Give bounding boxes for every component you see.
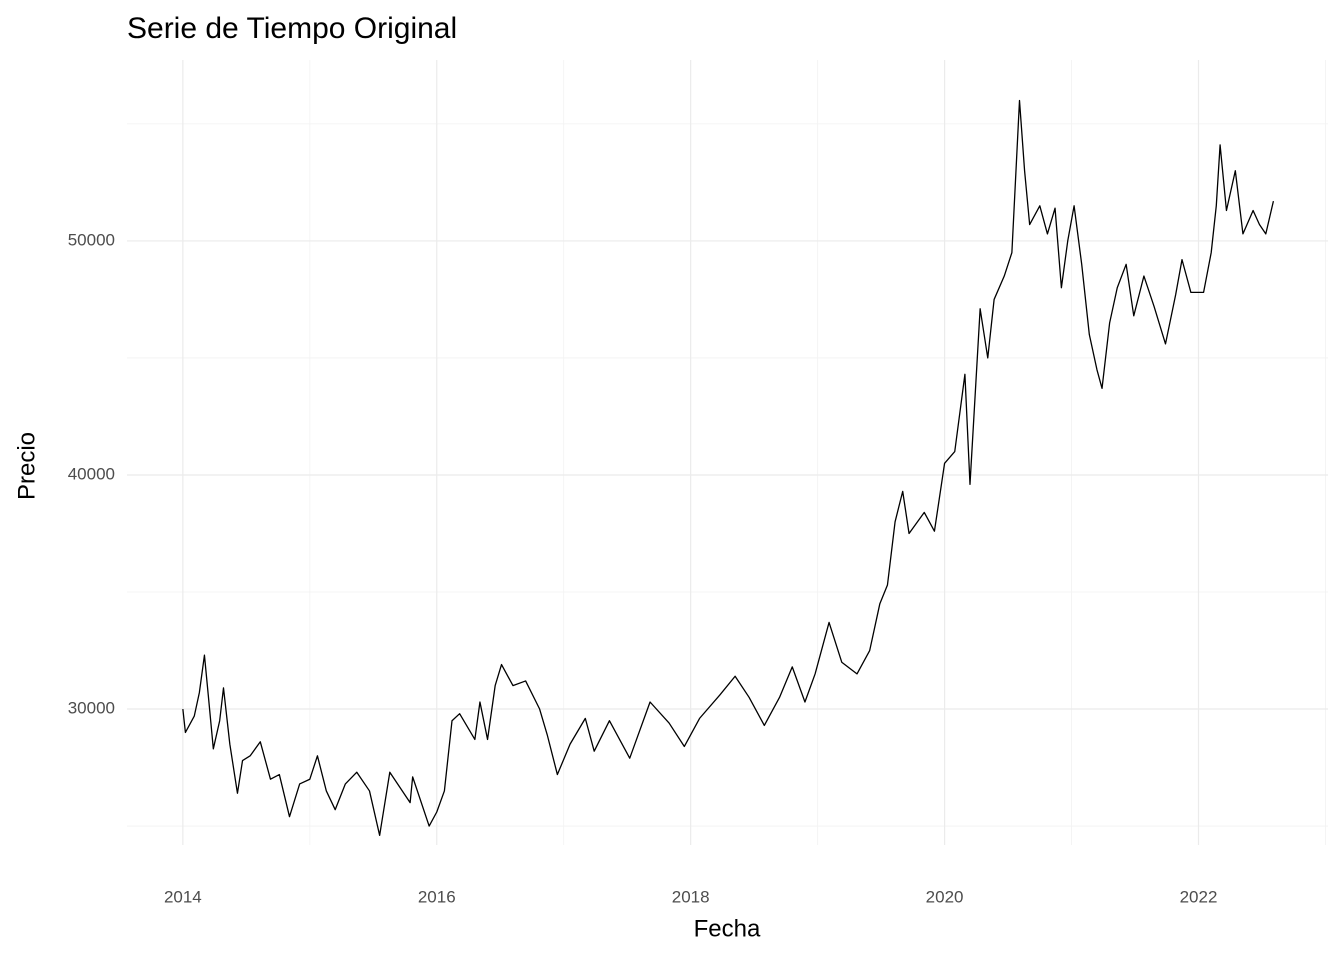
x-tick-label: 2022 (1180, 887, 1218, 906)
y-tick-label: 30000 (68, 699, 115, 718)
y-axis-title: Precio (13, 432, 40, 500)
grid (127, 60, 1328, 845)
chart-title: Serie de Tiempo Original (127, 12, 457, 45)
x-axis-title: Fecha (694, 915, 761, 942)
x-tick-label: 2018 (672, 887, 710, 906)
price-line (182, 99, 1275, 837)
x-tick-label: 2016 (418, 887, 456, 906)
y-tick-label: 50000 (68, 230, 115, 249)
x-tick-label: 2014 (164, 887, 202, 906)
plot (182, 99, 1275, 837)
y-tick-label: 40000 (68, 464, 115, 483)
x-tick-label: 2020 (926, 887, 964, 906)
